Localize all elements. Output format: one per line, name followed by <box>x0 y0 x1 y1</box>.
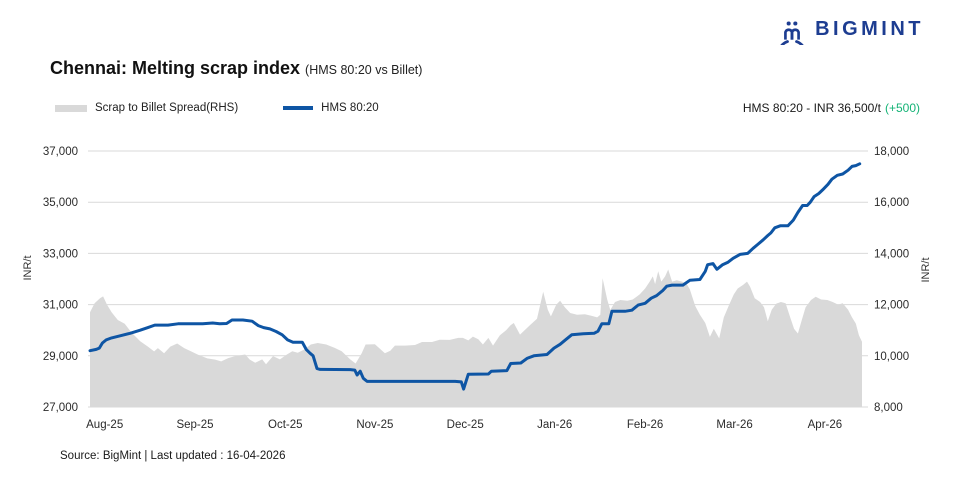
bigmint-logo: BIGMINT <box>776 13 924 45</box>
left-axis-tick: 31,000 <box>43 300 78 312</box>
bigmint-logo-text: BIGMINT <box>815 17 924 40</box>
hms-line-series <box>88 162 862 391</box>
legend-label-spread: Scrap to Billet Spread(RHS) <box>95 102 239 114</box>
left-axis-tick: 27,000 <box>43 402 78 414</box>
chart-area: 37,000 35,000 33,000 31,000 29,000 27,000 18,0… <box>0 135 960 445</box>
right-axis-tick: 8,000 <box>874 402 903 414</box>
spread-area-series <box>90 269 862 407</box>
left-axis-tick: 29,000 <box>43 351 78 363</box>
left-axis-tick: 33,000 <box>43 248 78 260</box>
legend-item-spread: Scrap to Billet Spread(RHS) <box>55 102 238 114</box>
legend: Scrap to Billet Spread(RHS) HMS 80:20 <box>55 102 379 114</box>
right-axis-unit: INR/t <box>920 257 932 283</box>
legend-item-hms: HMS 80:20 <box>283 102 379 114</box>
x-axis-tick: Oct-25 <box>268 419 303 431</box>
legend-label-hms: HMS 80:20 <box>321 102 379 114</box>
x-axis-tick: Apr-26 <box>808 419 843 431</box>
melting-scrap-chart: 37,000 35,000 33,000 31,000 29,000 27,000 18,0… <box>43 146 909 431</box>
x-axis-tick: Aug-25 <box>86 419 123 431</box>
left-axis-tick: 35,000 <box>43 197 78 209</box>
x-axis-tick: Sep-25 <box>176 419 213 431</box>
right-axis-tick: 18,000 <box>874 146 909 158</box>
x-axis-tick: Dec-25 <box>447 419 484 431</box>
right-axis-tick: 10,000 <box>874 351 909 363</box>
source-note: Source: BigMint | Last updated : 16-04-2… <box>60 450 286 462</box>
hms-line-swatch <box>283 106 314 110</box>
latest-price-change: (+500) <box>884 101 920 115</box>
right-axis-tick: 12,000 <box>874 300 909 312</box>
latest-price-text: HMS 80:20 - INR 36,500/t <box>742 101 881 115</box>
x-axis-tick: Jan-26 <box>537 419 572 431</box>
x-axis-tick: Feb-26 <box>627 419 663 431</box>
x-axis-tick: Nov-25 <box>356 419 393 431</box>
chart-title-main: Chennai: Melting scrap index <box>50 58 301 78</box>
right-axis-tick: 14,000 <box>874 248 909 260</box>
latest-price-annotation: HMS 80:20 - INR 36,500/t (+500) <box>743 101 920 115</box>
x-axis-tick: Mar-26 <box>716 419 752 431</box>
left-axis-unit: INR/t <box>22 255 34 281</box>
bigmint-logo-icon <box>780 21 804 45</box>
spread-area-swatch <box>55 104 87 112</box>
chart-title-sub: (HMS 80:20 vs Billet) <box>305 63 423 77</box>
legend-row: Scrap to Billet Spread(RHS) HMS 80:20 HM… <box>55 101 920 115</box>
right-axis-tick: 16,000 <box>874 197 909 209</box>
chart-title: Chennai: Melting scrap index (HMS 80:20 v… <box>50 58 422 79</box>
left-axis-tick: 37,000 <box>43 146 78 158</box>
